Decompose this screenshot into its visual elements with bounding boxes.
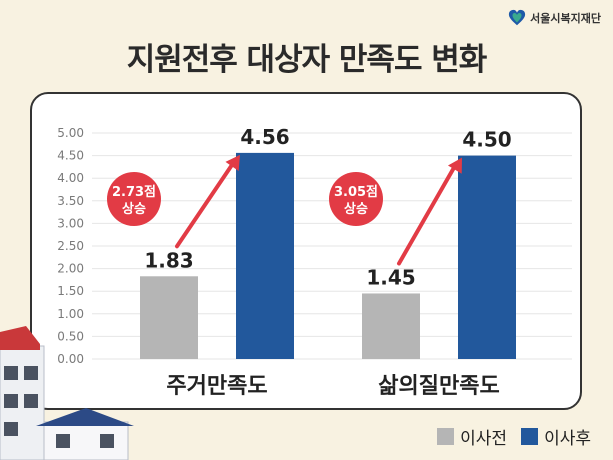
y-tick-label: 1.50 <box>57 284 84 298</box>
y-tick-label: 2.00 <box>57 262 84 276</box>
data-label: 1.45 <box>366 265 415 289</box>
y-tick-label: 0.00 <box>57 352 84 366</box>
legend-swatch-before <box>437 428 455 445</box>
bar-chart: 0.00 0.50 1.00 1.50 2.00 2.50 3.00 3.50 4.00 4.50… <box>57 125 572 399</box>
y-tick-label: 0.50 <box>57 329 84 343</box>
data-label: 4.50 <box>462 128 511 152</box>
increase-arrow-line <box>175 162 234 249</box>
increase-badge <box>107 172 161 226</box>
x-category-label: 삶의질만족도 <box>378 374 499 399</box>
y-tick-label: 3.00 <box>57 216 84 230</box>
badge-text: 상승 <box>122 202 146 217</box>
legend-item-after: 이사후 <box>521 424 591 449</box>
page-title: 지원전후 대상자 만족도 변화 <box>126 42 488 78</box>
bar-before <box>362 293 420 359</box>
y-tick-label: 4.00 <box>57 171 84 185</box>
brand-name: 서울시복지재단 <box>530 12 601 25</box>
house-illustration <box>0 326 134 460</box>
y-tick-label: 4.50 <box>57 149 84 163</box>
y-tick-label: 1.00 <box>57 307 84 321</box>
legend-label-before: 이사전 <box>460 429 508 449</box>
chart-panel: 0.00 0.50 1.00 1.50 2.00 2.50 3.00 3.50 4.00 4.50… <box>30 92 582 410</box>
data-label: 1.83 <box>144 248 193 272</box>
increase-arrow-line <box>397 165 456 266</box>
legend-swatch-after <box>521 428 539 445</box>
y-tick-label: 3.50 <box>57 194 84 208</box>
bar-before <box>140 276 198 359</box>
legend-label-after: 이사후 <box>544 429 591 449</box>
y-tick-label: 5.00 <box>57 126 84 140</box>
chart-legend: 이사전 이사후 <box>437 424 591 449</box>
badge-text: 상승 <box>344 202 368 217</box>
increase-badge <box>329 172 383 226</box>
badge-value: 3.05점 <box>334 185 378 200</box>
legend-item-before: 이사전 <box>437 424 507 449</box>
badge-value: 2.73점 <box>112 185 156 200</box>
heart-logo-icon <box>509 9 526 26</box>
brand-logo: 서울시복지재단 <box>508 8 601 28</box>
bar-after <box>458 155 516 359</box>
bar-after <box>236 152 294 359</box>
data-label: 4.56 <box>240 125 289 149</box>
increase-arrowhead <box>225 154 240 171</box>
x-category-label: 주거만족도 <box>166 374 267 399</box>
increase-arrowhead <box>447 157 462 174</box>
y-tick-label: 2.50 <box>57 239 84 253</box>
